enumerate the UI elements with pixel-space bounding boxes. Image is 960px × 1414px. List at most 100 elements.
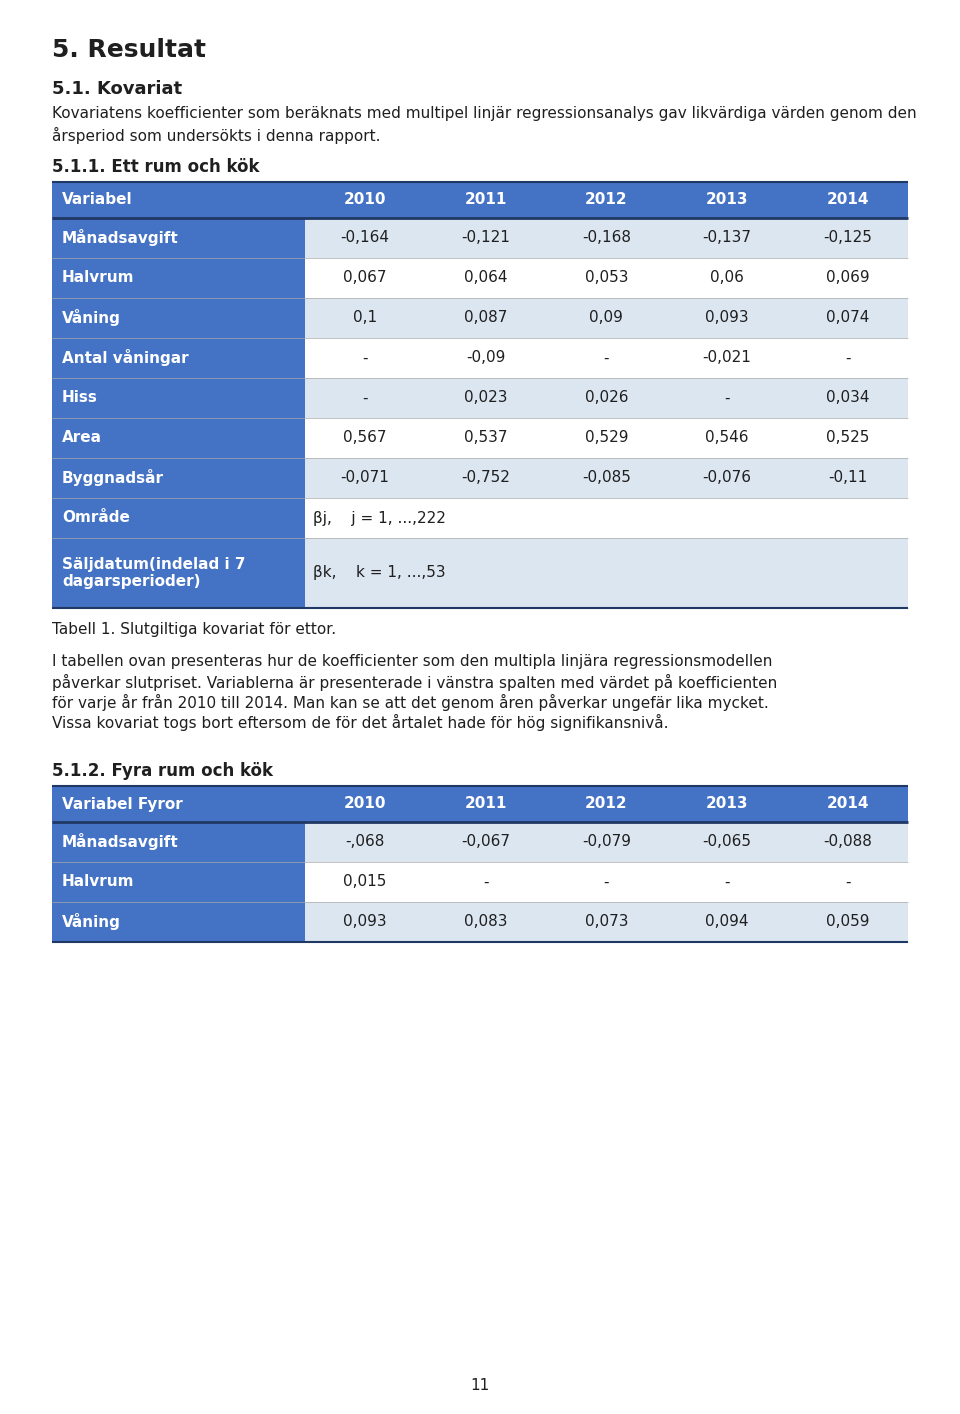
Text: -0,164: -0,164 bbox=[341, 230, 390, 246]
Text: Månadsavgift: Månadsavgift bbox=[62, 833, 179, 850]
Bar bbox=[52, 863, 304, 902]
Text: 11: 11 bbox=[470, 1379, 490, 1394]
Text: Antal våningar: Antal våningar bbox=[62, 349, 188, 366]
Text: -: - bbox=[604, 874, 609, 889]
Text: 5.1.2. Fyra rum och kök: 5.1.2. Fyra rum och kök bbox=[52, 762, 273, 781]
Text: Vissa kovariat togs bort eftersom de för det årtalet hade för hög signifikansniv: Vissa kovariat togs bort eftersom de för… bbox=[52, 714, 668, 731]
Text: 0,093: 0,093 bbox=[706, 311, 749, 325]
Text: 5.1. Kovariat: 5.1. Kovariat bbox=[52, 81, 182, 98]
Text: 0,537: 0,537 bbox=[464, 430, 507, 445]
Text: Area: Area bbox=[62, 430, 102, 445]
Bar bbox=[52, 218, 304, 257]
Text: 0,026: 0,026 bbox=[585, 390, 628, 406]
Bar bbox=[52, 257, 304, 298]
Text: 0,09: 0,09 bbox=[589, 311, 623, 325]
Bar bbox=[52, 419, 908, 458]
Text: βj,    j = 1, ...,222: βj, j = 1, ...,222 bbox=[313, 510, 445, 526]
Text: Hiss: Hiss bbox=[62, 390, 98, 406]
Text: -0,021: -0,021 bbox=[703, 351, 752, 365]
Text: 2014: 2014 bbox=[827, 192, 869, 208]
Bar bbox=[52, 182, 908, 218]
Text: Våning: Våning bbox=[62, 913, 121, 930]
Text: 0,093: 0,093 bbox=[343, 915, 387, 929]
Text: 0,567: 0,567 bbox=[343, 430, 387, 445]
Text: 5.1.1. Ett rum och kök: 5.1.1. Ett rum och kök bbox=[52, 158, 259, 175]
Text: -: - bbox=[724, 874, 730, 889]
Text: 0,059: 0,059 bbox=[826, 915, 870, 929]
Bar bbox=[52, 863, 908, 902]
Text: 0,067: 0,067 bbox=[343, 270, 387, 286]
Text: -: - bbox=[845, 351, 851, 365]
Text: 2014: 2014 bbox=[827, 796, 869, 812]
Text: -0,085: -0,085 bbox=[582, 471, 631, 485]
Text: I tabellen ovan presenteras hur de koefficienter som den multipla linjära regres: I tabellen ovan presenteras hur de koeff… bbox=[52, 655, 773, 669]
Text: 0,069: 0,069 bbox=[826, 270, 870, 286]
Text: 0,023: 0,023 bbox=[464, 390, 507, 406]
Text: 0,1: 0,1 bbox=[353, 311, 377, 325]
Bar bbox=[52, 902, 908, 942]
Text: -0,137: -0,137 bbox=[703, 230, 752, 246]
Text: -: - bbox=[483, 874, 489, 889]
Text: 0,546: 0,546 bbox=[706, 430, 749, 445]
Bar bbox=[52, 498, 304, 537]
Text: 0,073: 0,073 bbox=[585, 915, 628, 929]
Bar bbox=[52, 902, 304, 942]
Text: -,068: -,068 bbox=[346, 834, 385, 850]
Text: 2011: 2011 bbox=[465, 796, 507, 812]
Text: -: - bbox=[845, 874, 851, 889]
Text: Variabel: Variabel bbox=[62, 192, 132, 208]
Bar bbox=[52, 338, 304, 378]
Text: 0,087: 0,087 bbox=[464, 311, 507, 325]
Text: βk,    k = 1, ...,53: βk, k = 1, ...,53 bbox=[313, 566, 445, 581]
Bar bbox=[52, 218, 908, 257]
Text: -: - bbox=[362, 351, 368, 365]
Text: 2012: 2012 bbox=[585, 192, 628, 208]
Text: 0,094: 0,094 bbox=[706, 915, 749, 929]
Text: 2013: 2013 bbox=[706, 796, 748, 812]
Bar bbox=[52, 822, 908, 863]
Bar bbox=[52, 458, 908, 498]
Text: 5. Resultat: 5. Resultat bbox=[52, 38, 206, 62]
Text: -: - bbox=[724, 390, 730, 406]
Text: -0,088: -0,088 bbox=[824, 834, 872, 850]
Text: Tabell 1. Slutgiltiga kovariat för ettor.: Tabell 1. Slutgiltiga kovariat för ettor… bbox=[52, 622, 336, 636]
Bar bbox=[52, 458, 304, 498]
Bar bbox=[52, 338, 908, 378]
Text: -0,121: -0,121 bbox=[461, 230, 510, 246]
Text: 2012: 2012 bbox=[585, 796, 628, 812]
Bar bbox=[52, 537, 908, 608]
Text: 0,074: 0,074 bbox=[826, 311, 870, 325]
Text: -: - bbox=[362, 390, 368, 406]
Text: Område: Område bbox=[62, 510, 130, 526]
Text: -0,168: -0,168 bbox=[582, 230, 631, 246]
Text: 0,06: 0,06 bbox=[710, 270, 744, 286]
Bar bbox=[52, 498, 908, 537]
Text: Våning: Våning bbox=[62, 310, 121, 327]
Text: -0,11: -0,11 bbox=[828, 471, 867, 485]
Text: 2013: 2013 bbox=[706, 192, 748, 208]
Text: 0,083: 0,083 bbox=[464, 915, 507, 929]
Text: -: - bbox=[604, 351, 609, 365]
Bar bbox=[52, 419, 304, 458]
Bar bbox=[52, 298, 304, 338]
Bar bbox=[52, 786, 908, 822]
Text: -0,065: -0,065 bbox=[703, 834, 752, 850]
Text: -0,079: -0,079 bbox=[582, 834, 631, 850]
Text: 0,064: 0,064 bbox=[464, 270, 507, 286]
Text: 2010: 2010 bbox=[344, 192, 386, 208]
Bar bbox=[52, 378, 304, 419]
Text: Kovariatens koefficienter som beräknats med multipel linjär regressionsanalys ga: Kovariatens koefficienter som beräknats … bbox=[52, 106, 917, 144]
Text: -0,125: -0,125 bbox=[824, 230, 872, 246]
Text: 0,525: 0,525 bbox=[826, 430, 870, 445]
Text: -0,752: -0,752 bbox=[461, 471, 510, 485]
Text: Halvrum: Halvrum bbox=[62, 874, 134, 889]
Bar bbox=[52, 378, 908, 419]
Text: 0,529: 0,529 bbox=[585, 430, 628, 445]
Bar bbox=[52, 257, 908, 298]
Bar bbox=[52, 298, 908, 338]
Bar bbox=[52, 822, 304, 863]
Text: 2011: 2011 bbox=[465, 192, 507, 208]
Text: -0,071: -0,071 bbox=[341, 471, 390, 485]
Text: Månadsavgift: Månadsavgift bbox=[62, 229, 179, 246]
Text: för varje år från 2010 till 2014. Man kan se att det genom åren påverkar ungefär: för varje år från 2010 till 2014. Man ka… bbox=[52, 694, 769, 711]
